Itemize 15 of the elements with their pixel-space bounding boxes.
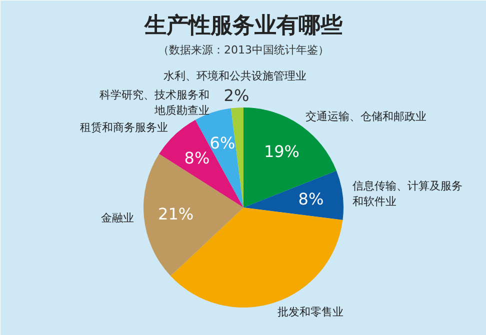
data-label: 21%	[158, 204, 194, 224]
slice-label: 租赁和商务服务业	[80, 120, 168, 134]
chart-subtitle: （数据来源：2013中国统计年鉴）	[158, 44, 330, 56]
data-label: 6%	[210, 133, 236, 152]
slice-label: 批发和零售业	[277, 306, 344, 319]
data-label: 2%	[224, 86, 250, 106]
data-label: 19%	[264, 142, 300, 161]
slice-label: 金融业	[100, 211, 134, 224]
slice-label: 科学研究、技术服务和地质勘查业	[100, 88, 210, 118]
slice-label: 信息传输、计算及服务和软件业	[352, 179, 463, 208]
data-label: 8%	[184, 148, 210, 168]
chart-title: 生产性服务业有哪些	[144, 12, 342, 38]
data-label: 8%	[298, 189, 324, 208]
slice-label: 交通运输、仓储和邮政业	[305, 110, 426, 124]
slice-label: 水利、环境和公共设施管理业	[164, 69, 307, 82]
